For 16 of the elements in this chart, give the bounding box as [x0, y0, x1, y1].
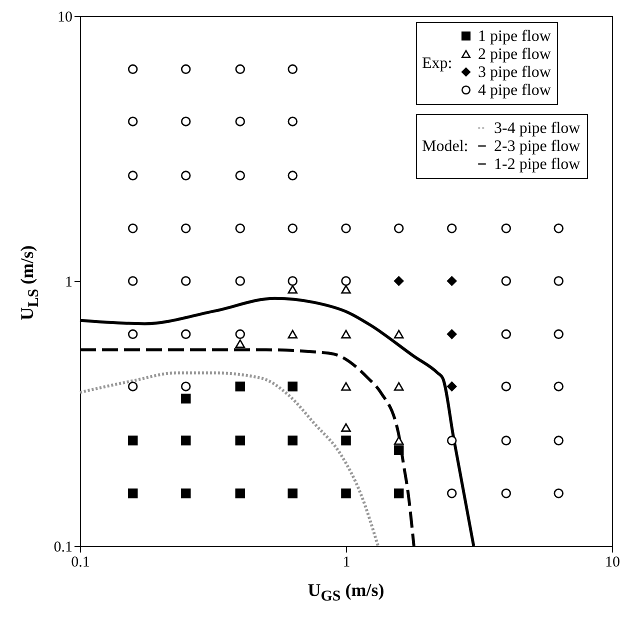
legend-label: 3-4 pipe flow — [494, 120, 581, 137]
legend-label: 2 pipe flow — [478, 46, 552, 63]
annotation: Exp: — [422, 55, 452, 72]
legend-label: 2-3 pipe flow — [494, 138, 581, 155]
y-tick-label: 1 — [65, 274, 72, 290]
legend-label: 1-2 pipe flow — [494, 156, 581, 173]
x-tick-label: 10 — [605, 554, 620, 570]
y-tick-label: 0.1 — [54, 540, 72, 556]
x-axis-title: U$_{GS}$ (m/s) — [306, 580, 386, 606]
legend-label: 4 pipe flow — [478, 82, 552, 99]
y-tick-label: 10 — [58, 10, 72, 26]
x-tick-label: 1 — [342, 554, 350, 570]
legend-label: 1 pipe flow — [478, 28, 552, 45]
legend-label: 3 pipe flow — [478, 64, 552, 81]
annotation: Model: — [422, 138, 468, 155]
x-tick-label: 0.1 — [71, 554, 90, 570]
